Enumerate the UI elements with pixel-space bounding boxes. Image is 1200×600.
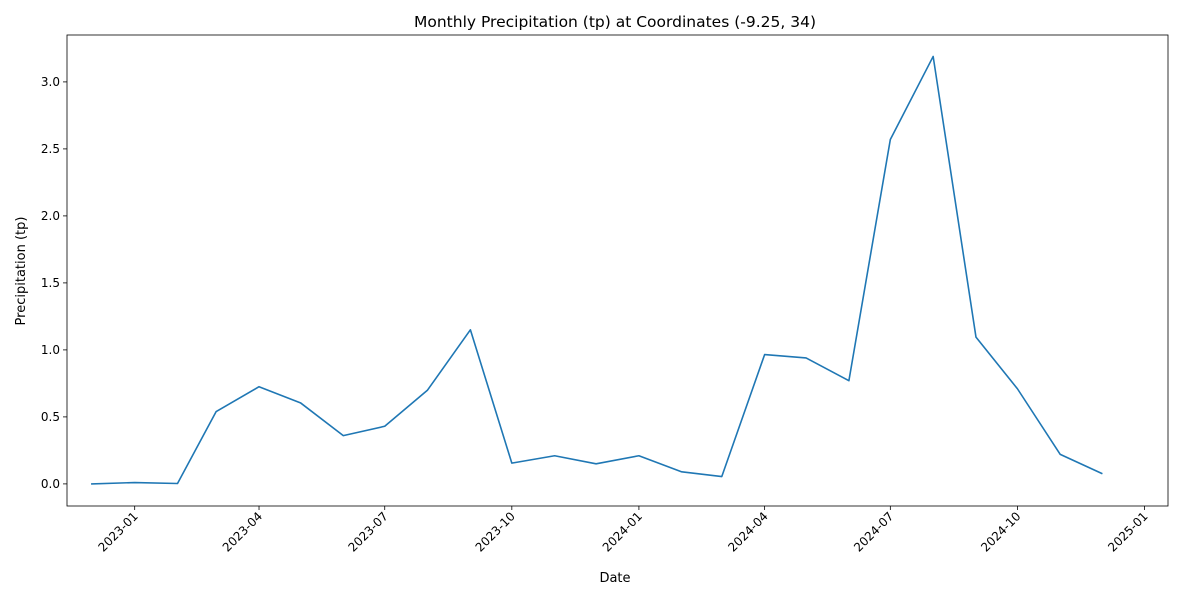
x-tick-label: 2023-07 — [345, 509, 390, 554]
y-tick-label: 0.0 — [41, 477, 60, 491]
x-tick-label: 2024-07 — [851, 509, 896, 554]
x-tick-label: 2023-01 — [95, 509, 140, 554]
x-axis-label: Date — [599, 571, 630, 586]
y-tick-label: 1.0 — [41, 343, 60, 357]
x-tick-label: 2025-01 — [1105, 509, 1150, 554]
series-line — [91, 55, 1103, 485]
chart-title: Monthly Precipitation (tp) at Coordinate… — [414, 13, 816, 31]
y-tick-label: 1.5 — [41, 276, 60, 290]
x-tick-label: 2024-04 — [725, 509, 770, 554]
plot-area: 0.0 0.5 1.0 1.5 2.0 2.5 3.0 2023-01 2023-04 2023-… — [41, 34, 1169, 555]
y-tick-label: 2.5 — [41, 142, 60, 156]
y-tick-label: 3.0 — [41, 75, 60, 89]
y-axis-label: Precipitation (tp) — [14, 217, 29, 326]
y-tick-label: 2.0 — [41, 209, 60, 223]
x-tick-label: 2023-10 — [473, 509, 518, 554]
x-tick-label: 2024-01 — [600, 509, 645, 554]
x-tick-label: 2024-10 — [978, 509, 1023, 554]
axes-frame — [66, 34, 1169, 507]
y-tick-label: 0.5 — [41, 410, 60, 424]
x-tick-label: 2023-04 — [220, 509, 265, 554]
